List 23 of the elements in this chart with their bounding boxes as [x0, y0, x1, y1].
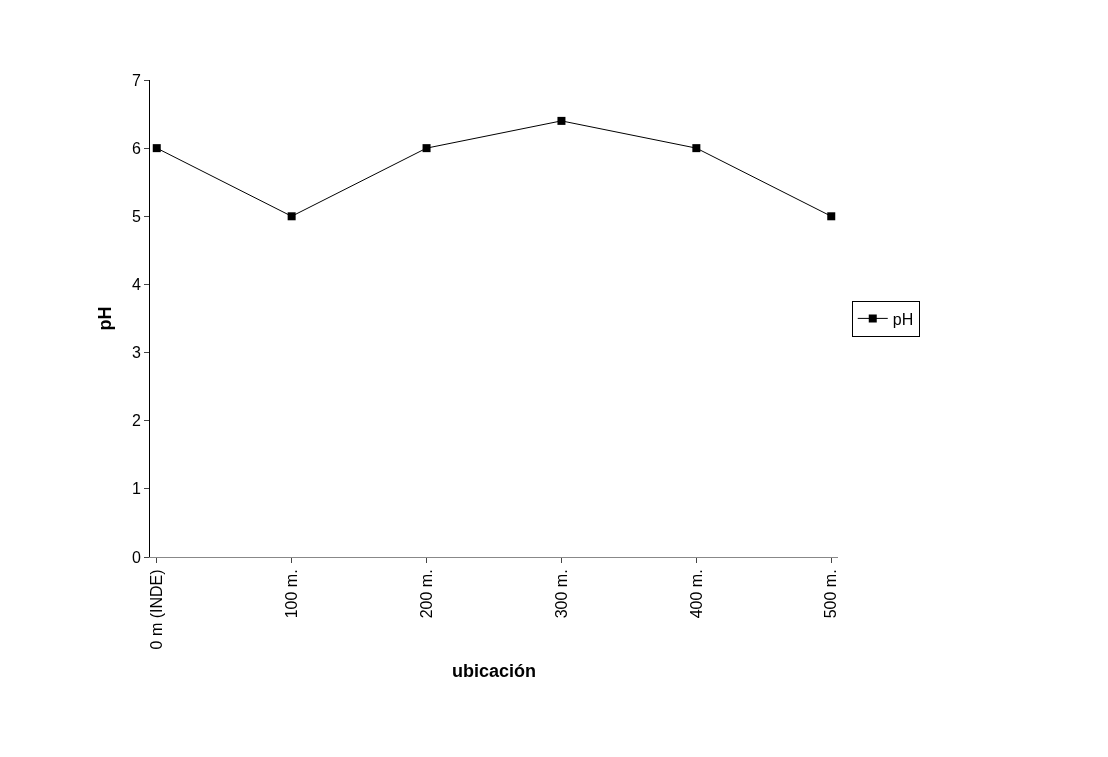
- point: [557, 116, 566, 125]
- x-tick-label: 300 m.: [552, 569, 570, 619]
- point: [692, 144, 701, 153]
- legend-label: pH: [892, 310, 914, 328]
- x-tick-label: 200 m.: [417, 569, 435, 619]
- x-tick-label: 100 m.: [282, 569, 300, 619]
- y-tick-label: 5: [131, 207, 141, 225]
- y-tick-label: 4: [131, 276, 141, 294]
- x-axis-title: ubicación: [451, 660, 537, 681]
- y-tick-label: 3: [131, 344, 141, 362]
- y-tick-label: 2: [131, 412, 141, 430]
- point: [827, 212, 836, 221]
- point: [422, 144, 431, 153]
- y-tick-label: 1: [131, 480, 141, 498]
- y-tick-label: 0: [131, 548, 141, 566]
- x-tick-label: 500 m.: [822, 569, 840, 619]
- point: [287, 212, 296, 221]
- y-tick-label: 7: [131, 71, 141, 89]
- y-tick-label: 6: [131, 139, 141, 157]
- x-tick-label: 400 m.: [687, 569, 705, 619]
- x-tick-label: 0 m (INDE): [147, 569, 165, 650]
- point: [152, 144, 161, 153]
- y-axis-title: pH: [95, 306, 116, 331]
